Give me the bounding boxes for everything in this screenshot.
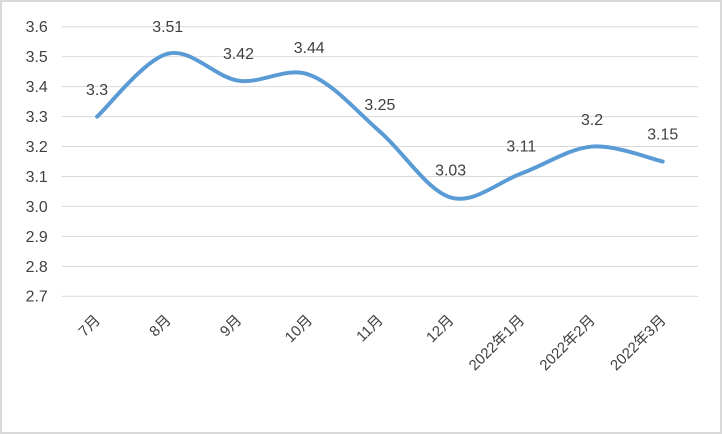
- y-tick-label: 3.6: [26, 19, 48, 36]
- y-tick-label: 3.3: [26, 109, 48, 126]
- data-label: 3.2: [581, 112, 603, 129]
- data-label: 3.03: [435, 163, 466, 180]
- x-tick-label: 7月: [76, 313, 104, 341]
- data-label: 3.44: [294, 40, 325, 57]
- data-label: 3.51: [152, 19, 183, 36]
- x-tick-label: 11月: [354, 313, 387, 346]
- x-tick-label: 2022年2月: [536, 312, 598, 374]
- y-tick-label: 3.5: [26, 49, 48, 66]
- data-label: 3.11: [506, 139, 536, 156]
- x-tick-label: 12月: [424, 313, 458, 346]
- series-line: [95, 50, 665, 201]
- x-tick-label: 10月: [282, 313, 316, 346]
- y-tick-label: 3.1: [26, 169, 48, 186]
- y-tick-label: 3.2: [26, 139, 48, 156]
- x-tick-label: 2022年1月: [466, 312, 528, 374]
- x-tick-label: 2022年3月: [607, 312, 669, 374]
- data-label: 3.3: [86, 82, 108, 99]
- y-tick-label: 2.8: [26, 259, 48, 276]
- y-tick-label: 2.7: [26, 289, 48, 306]
- x-tick-label: 9月: [218, 313, 246, 341]
- data-label: 3.15: [647, 127, 678, 144]
- y-tick-label: 3.4: [26, 79, 48, 96]
- y-tick-label: 3.0: [26, 199, 48, 216]
- y-tick-label: 2.9: [26, 229, 48, 246]
- x-tick-label: 8月: [147, 313, 175, 341]
- data-label: 3.25: [364, 97, 395, 114]
- data-label: 3.42: [223, 46, 254, 63]
